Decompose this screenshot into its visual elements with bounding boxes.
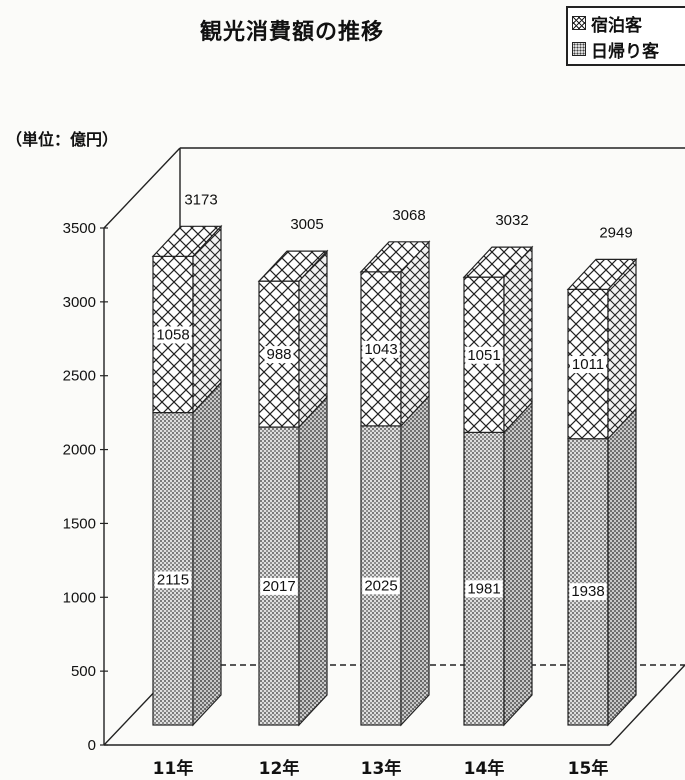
data-label-background bbox=[154, 326, 192, 344]
bar-side-overnight bbox=[503, 245, 533, 434]
y-tick-label: 1000 bbox=[63, 589, 96, 606]
data-label-daytrip: 2025 bbox=[364, 577, 397, 594]
data-label-background bbox=[362, 577, 400, 595]
bar-segment-daytrip bbox=[360, 425, 402, 726]
bar-14年: 1981 1051 3032 bbox=[462, 212, 534, 727]
frame-top-edge bbox=[103, 147, 181, 229]
x-category-label: 14年 bbox=[464, 758, 505, 779]
bar-side-daytrip bbox=[400, 394, 430, 727]
data-label-background bbox=[154, 571, 192, 589]
bars-group: 2115105831732017988300520251043306819811… bbox=[151, 191, 638, 727]
data-label-background bbox=[569, 583, 607, 601]
floor-right-edge bbox=[609, 664, 685, 746]
bar-side-daytrip bbox=[607, 407, 637, 727]
y-tick-label: 500 bbox=[71, 663, 96, 680]
y-tick-label: 0 bbox=[88, 737, 96, 754]
data-label-daytrip: 2115 bbox=[157, 571, 189, 588]
bar-side-daytrip bbox=[503, 400, 533, 727]
x-axis: 11年 12年 13年 14年 15年 bbox=[153, 758, 609, 779]
chart-title: 観光消費額の推移 bbox=[200, 20, 385, 45]
bar-top-face bbox=[462, 246, 534, 278]
y-axis-unit-label: （単位：億円） bbox=[6, 130, 119, 149]
data-label-background bbox=[362, 340, 400, 358]
legend-label-daytrip: 日帰り客 bbox=[591, 41, 659, 62]
data-label-total: 3005 bbox=[290, 216, 323, 233]
bar-13年: 2025 1043 3068 bbox=[359, 207, 431, 727]
y-tick-label: 1500 bbox=[63, 515, 96, 532]
data-label-overnight: 1043 bbox=[364, 341, 397, 358]
data-label-daytrip: 2017 bbox=[262, 578, 295, 595]
bar-segment-daytrip bbox=[463, 431, 505, 726]
bar-side-daytrip bbox=[192, 381, 222, 727]
bar-segment-daytrip bbox=[567, 438, 609, 726]
legend-item-overnight: 宿泊客 bbox=[572, 10, 684, 36]
data-label-total: 3068 bbox=[392, 207, 425, 224]
x-category-label: 15年 bbox=[568, 758, 609, 779]
y-tick-label: 3500 bbox=[63, 220, 96, 237]
data-label-background bbox=[569, 356, 607, 374]
x-category-label: 13年 bbox=[361, 758, 402, 779]
bar-side-overnight bbox=[192, 224, 222, 415]
data-label-overnight: 1051 bbox=[467, 347, 500, 364]
data-label-overnight: 1058 bbox=[156, 326, 189, 343]
data-label-background bbox=[465, 580, 503, 598]
chart-legend: 宿泊客 日帰り客 bbox=[566, 6, 685, 66]
legend-label-overnight: 宿泊客 bbox=[591, 15, 642, 36]
y-tick-label: 2500 bbox=[63, 368, 96, 385]
bar-top-face bbox=[566, 258, 638, 290]
data-label-total: 3032 bbox=[495, 212, 528, 229]
bar-side-overnight bbox=[298, 249, 328, 429]
data-label-overnight: 1011 bbox=[572, 356, 604, 373]
x-category-label: 12年 bbox=[259, 758, 300, 779]
data-label-daytrip: 1938 bbox=[571, 583, 604, 600]
data-label-total: 2949 bbox=[599, 224, 632, 241]
crosshatch-swatch-icon bbox=[572, 16, 586, 30]
data-label-background bbox=[264, 346, 294, 364]
y-axis: 0 500 1000 1500 2000 2500 3000 3500 bbox=[63, 220, 108, 754]
bar-top-face bbox=[257, 250, 329, 282]
data-label-overnight: 988 bbox=[266, 346, 291, 363]
bar-segment-daytrip bbox=[258, 426, 300, 726]
bar-segment-daytrip bbox=[152, 411, 194, 726]
data-label-daytrip: 1981 bbox=[467, 580, 500, 597]
data-label-total: 3173 bbox=[184, 191, 217, 208]
y-tick-label: 2000 bbox=[63, 442, 96, 459]
bar-15年: 1938 1011 2949 bbox=[566, 224, 638, 727]
bar-12年: 2017 988 3005 bbox=[257, 216, 329, 727]
bar-top-face bbox=[359, 241, 431, 273]
legend-item-daytrip: 日帰り客 bbox=[572, 36, 684, 62]
dotted-swatch-icon bbox=[572, 42, 586, 56]
data-label-background bbox=[260, 577, 298, 595]
x-category-label: 11年 bbox=[153, 758, 194, 779]
bar-side-overnight bbox=[400, 240, 430, 428]
bar-top-face bbox=[151, 225, 223, 257]
bar-side-overnight bbox=[607, 257, 637, 441]
data-label-background bbox=[465, 346, 503, 364]
bar-side-daytrip bbox=[298, 395, 328, 727]
y-tick-label: 3000 bbox=[63, 294, 96, 311]
bar-11年: 2115 1058 3173 bbox=[151, 191, 223, 727]
